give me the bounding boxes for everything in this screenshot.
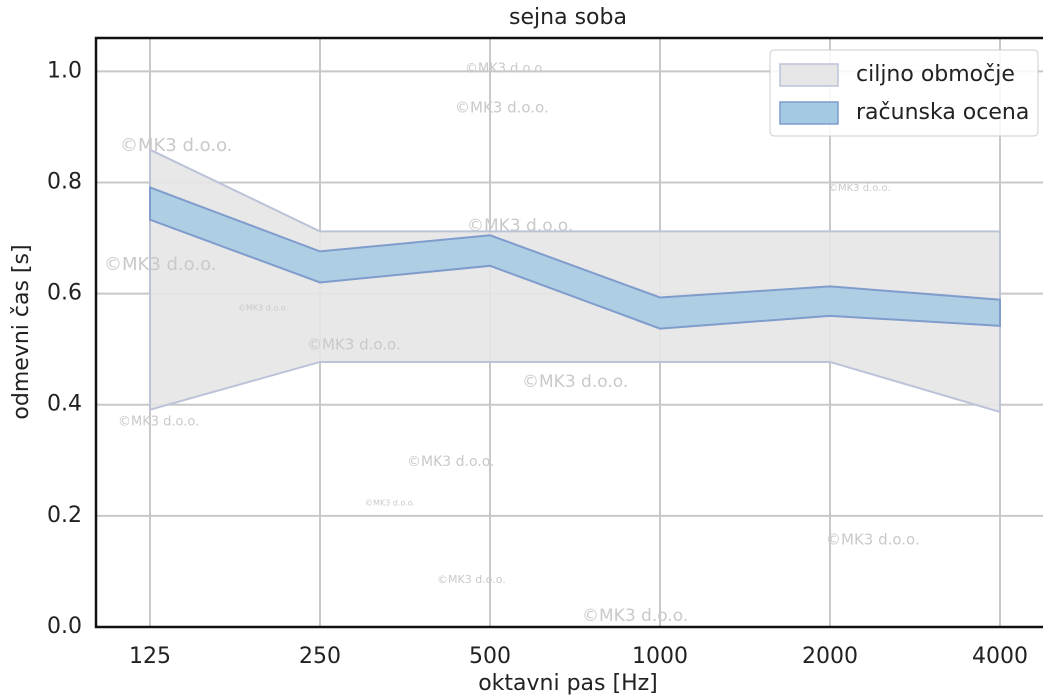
watermark: ©MK3 d.o.o. [104,254,217,275]
y-tick-label: 0.8 [47,169,82,194]
watermark: ©MK3 d.o.o. [582,606,688,626]
axes-frame [94,36,1043,629]
legend-swatch [779,101,839,125]
watermark: ©MK3 d.o.o. [467,216,573,236]
x-tick-label: 125 [129,644,171,669]
y-tick-label: 0.6 [47,281,82,306]
y-tick-label: 1.0 [47,58,82,83]
x-tick-label: 250 [299,644,341,669]
legend-swatch [779,63,839,87]
legend-label: računska ocena [856,100,1029,125]
watermark: ©MK3 d.o.o. [828,183,891,194]
y-tick-label: 0.2 [47,503,82,528]
watermark: ©MK3 d.o.o. [455,99,549,117]
y-tick-label: 0.0 [47,614,82,639]
watermark: ©MK3 d.o.o. [407,454,495,470]
chart-title: sejna soba [509,5,627,30]
watermark: ©MK3 d.o.o. [118,415,199,430]
watermark: ©MK3 d.o.o. [437,573,506,586]
watermark: ©MK3 d.o.o. [826,531,920,549]
x-tick-label: 2000 [802,644,858,669]
watermark: ©MK3 d.o.o. [465,62,546,77]
legend-label: ciljno območje [856,62,1015,87]
x-tick-label: 4000 [972,644,1028,669]
watermark: ©MK3 d.o.o. [522,372,628,392]
x-axis-label: oktavni pas [Hz] [478,671,658,696]
band-area [149,186,1001,330]
watermark: ©MK3 d.o.o. [120,135,233,156]
x-tick-label: 1000 [632,644,688,669]
watermark: ©MK3 d.o.o. [307,336,401,354]
watermark: ©MK3 d.o.o. [365,499,415,508]
watermark: ©MK3 d.o.o. [238,304,288,313]
y-tick-label: 0.4 [47,392,82,417]
x-tick-label: 500 [469,644,511,669]
y-axis-label: odmevni čas [s] [9,244,34,419]
